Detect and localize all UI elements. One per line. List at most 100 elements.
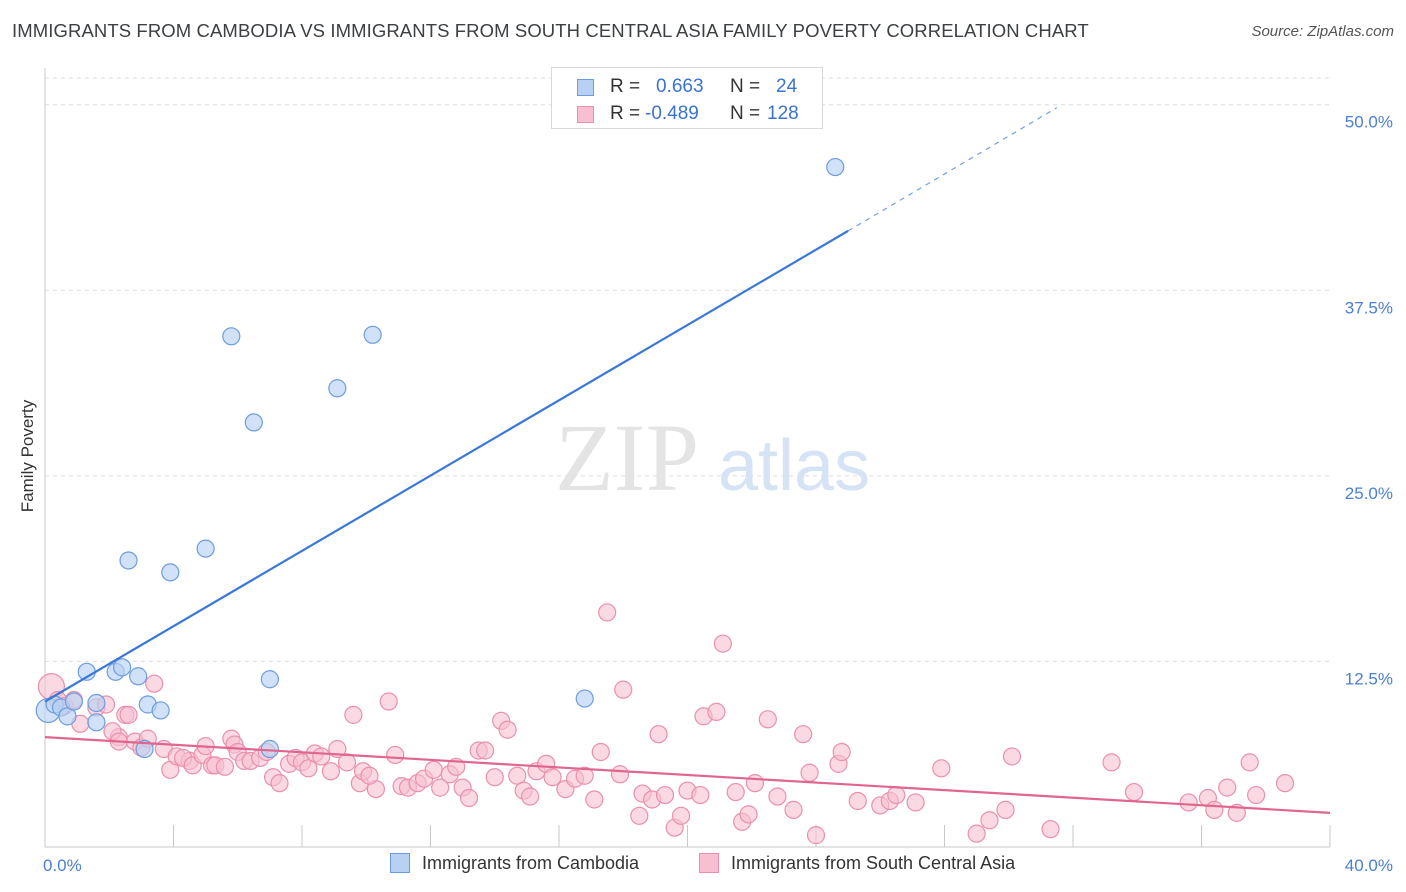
- sca-point: [691, 785, 710, 805]
- sca-point: [344, 705, 363, 724]
- n-value: 128: [767, 103, 799, 124]
- sca-point: [848, 791, 867, 811]
- sca-point: [630, 806, 649, 825]
- cambodia-point: [112, 658, 132, 677]
- sca-point: [887, 785, 906, 805]
- y-tick-label: 50.0%: [1345, 113, 1393, 132]
- n-label: N =: [730, 76, 761, 97]
- sca-point: [520, 787, 540, 806]
- sca-point: [806, 826, 826, 845]
- sca-point: [424, 760, 443, 779]
- cambodia-point: [151, 701, 170, 720]
- sca-point: [996, 800, 1015, 819]
- y-tick-label: 25.0%: [1345, 484, 1393, 503]
- r-value: -0.489: [645, 103, 699, 124]
- sca-point: [321, 762, 341, 781]
- sca-point: [768, 787, 787, 806]
- cambodia-point: [222, 327, 241, 346]
- cambodia-point: [135, 739, 154, 759]
- watermark: ZIP atlas: [555, 404, 870, 511]
- sca-point: [794, 725, 813, 744]
- cambodia-point: [196, 539, 215, 558]
- cambodia-point: [64, 692, 84, 711]
- sca-point: [543, 768, 562, 787]
- sca-point: [1247, 785, 1266, 805]
- cambodia-point: [129, 667, 148, 686]
- sca-point: [1124, 782, 1144, 802]
- sca-point: [649, 725, 668, 744]
- sca-point: [1179, 793, 1198, 812]
- sca-point: [713, 634, 732, 653]
- r-label: R =: [610, 103, 641, 124]
- chart-title: IMMIGRANTS FROM CAMBODIA VS IMMIGRANTS F…: [12, 20, 1089, 41]
- grid-lines: [45, 77, 1330, 662]
- sca-legend-label: Immigrants from South Central Asia: [731, 853, 1016, 873]
- sca-point: [498, 720, 517, 739]
- sca-point: [270, 774, 289, 793]
- n-label: N =: [730, 103, 761, 124]
- sca-point: [906, 793, 925, 812]
- sca-point: [832, 742, 851, 762]
- source-credit: Source: ZipAtlas.com: [1251, 23, 1394, 40]
- sca-point: [1041, 820, 1060, 839]
- sca-point: [145, 674, 164, 693]
- cambodia-point: [87, 713, 106, 732]
- sca-point: [1002, 747, 1022, 766]
- sca-point: [980, 811, 999, 830]
- cambodia-point: [87, 693, 106, 713]
- sca-point: [598, 603, 617, 622]
- sca-point: [215, 757, 234, 776]
- cambodia-point: [244, 413, 263, 432]
- stats-legend: R = 0.663 N = 24 R = -0.489 N = 128: [551, 67, 823, 129]
- x-tick-label: 40.0%: [1345, 856, 1393, 875]
- cambodia-trend-extension: [847, 107, 1058, 232]
- cambodia-legend-label: Immigrants from Cambodia: [422, 853, 640, 873]
- sca-point: [585, 790, 604, 809]
- cambodia-point: [119, 551, 138, 570]
- cambodia-legend-swatch: [390, 853, 410, 873]
- sca-point: [386, 745, 405, 765]
- n-value: 24: [776, 76, 798, 97]
- sca-point: [800, 763, 819, 782]
- legend-row-sca: R = -0.489 N = 128: [552, 99, 822, 129]
- sca-point: [967, 824, 986, 843]
- sca-point: [739, 805, 758, 824]
- sca-point: [671, 806, 691, 825]
- cambodia-swatch: [577, 79, 594, 96]
- sca-point: [431, 778, 450, 797]
- legend-row-cambodia: R = 0.663 N = 24: [552, 72, 822, 102]
- sca-trend-line: [44, 736, 1331, 814]
- y-tick-label: 12.5%: [1345, 669, 1393, 688]
- watermark-zip: ZIP: [555, 404, 699, 511]
- sca-point: [610, 765, 630, 784]
- sca-point: [614, 680, 633, 699]
- sca-point: [726, 782, 745, 802]
- sca-point: [707, 702, 726, 722]
- trend-lines: [44, 107, 1331, 814]
- sca-point: [932, 759, 951, 778]
- sca-point: [312, 747, 331, 766]
- sca-point: [575, 766, 594, 785]
- r-value: 0.663: [656, 76, 704, 97]
- sca-point: [459, 788, 479, 808]
- sca-points: [37, 603, 1295, 845]
- sca-point: [745, 774, 765, 793]
- cambodia-points: [35, 157, 845, 759]
- sca-point: [119, 705, 138, 724]
- sca-point: [784, 800, 803, 819]
- watermark-atlas: atlas: [718, 426, 870, 506]
- cambodia-point: [260, 670, 279, 689]
- y-tick-label: 37.5%: [1345, 298, 1393, 317]
- cambodia-point: [826, 157, 845, 177]
- sca-point: [655, 785, 675, 805]
- sca-point: [360, 766, 379, 785]
- sca-point: [758, 710, 777, 729]
- x-tick-label: 0.0%: [43, 856, 82, 875]
- cambodia-point: [161, 563, 180, 582]
- sca-point: [591, 742, 610, 762]
- cambodia-trend-line: [44, 229, 849, 703]
- sca-point: [337, 753, 357, 772]
- sca-swatch: [577, 106, 594, 123]
- sca-point: [379, 692, 398, 711]
- sca-point: [485, 768, 504, 787]
